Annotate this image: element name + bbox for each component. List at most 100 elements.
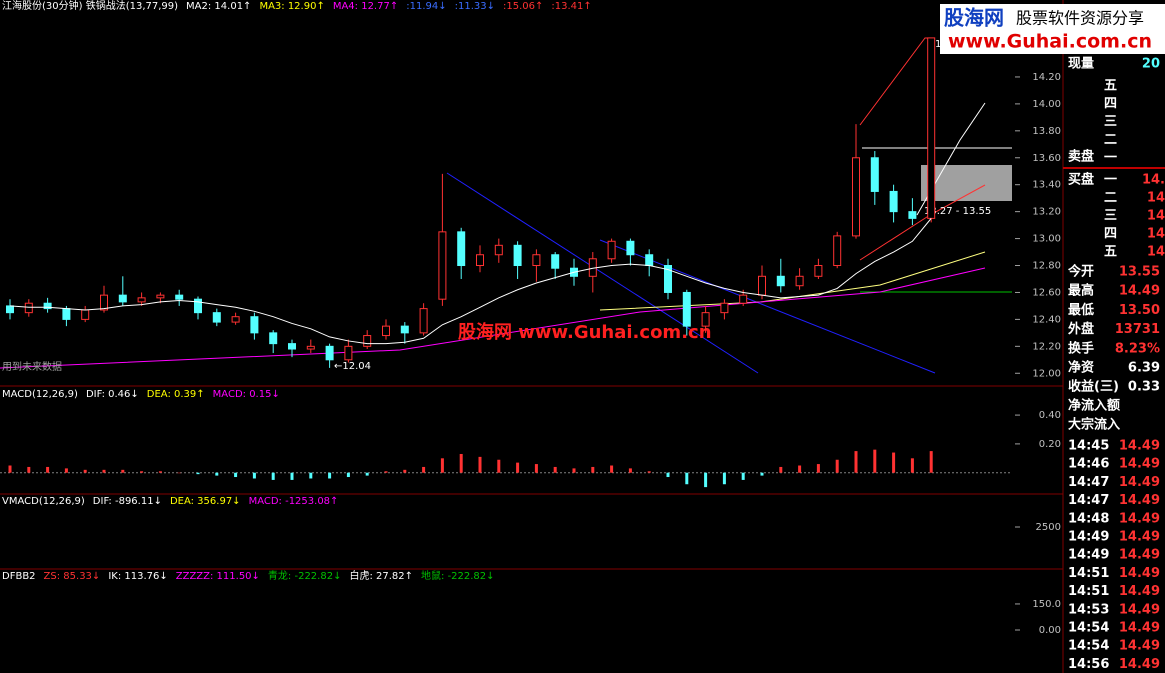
trade-price: 14.49	[1119, 548, 1160, 563]
candle-body	[363, 335, 372, 347]
candle-body	[645, 254, 654, 267]
indicator-value: ZZZZZ: 111.50↓	[176, 571, 260, 582]
candle-body	[908, 211, 917, 219]
watermark: 股海网 www.Guhai.com.cn	[457, 321, 712, 343]
candle-body	[532, 254, 541, 267]
stat-label: 换手	[1068, 340, 1094, 356]
trade-price: 14.49	[1119, 566, 1160, 581]
trade-price: 14.49	[1119, 657, 1160, 672]
y-tick-label: 0.40	[1039, 410, 1061, 421]
stat-label: 净资	[1068, 360, 1094, 376]
candle-body	[175, 294, 184, 300]
logo-slogan: 股票软件资源分享	[1016, 9, 1144, 28]
macd-bar	[760, 472, 764, 476]
trade-price: 14.49	[1119, 639, 1160, 654]
macd-bar	[553, 466, 557, 473]
trade-time: 14:48	[1068, 511, 1109, 526]
stat-label: 今开	[1067, 264, 1094, 280]
candle-body	[419, 308, 428, 334]
macd-bar	[215, 472, 219, 476]
candle-body	[24, 302, 33, 314]
candle-body	[457, 231, 466, 267]
candle-body	[118, 294, 127, 303]
macd-bar	[46, 466, 50, 473]
candle-body	[795, 275, 804, 287]
macd-bar	[102, 469, 106, 473]
macd-bar	[835, 459, 839, 473]
candle-body	[513, 244, 522, 267]
candle-body	[758, 275, 766, 296]
y-tick-label: 14.20	[1032, 72, 1061, 83]
candle-body	[833, 235, 842, 267]
indicator-value: MACD: -1253.08↑	[249, 496, 339, 507]
macd-bar	[252, 472, 256, 479]
logo-url: www.Guhai.com.cn	[948, 31, 1152, 53]
price-note: 13.27 - 13.55	[924, 206, 991, 217]
trade-time: 14:49	[1068, 530, 1109, 545]
ask-level: 四	[1104, 97, 1117, 112]
indicator-title: 江海股份(30分钟) 铁锅战法(13,77,99)	[2, 0, 178, 12]
indicator-title: DFBB2	[2, 571, 36, 582]
y-tick-label: 12.80	[1032, 261, 1061, 272]
macd-bar	[497, 459, 501, 473]
macd-bar	[234, 472, 238, 478]
y-tick-label: 13.80	[1032, 126, 1061, 137]
note: 用到未来数据	[2, 360, 62, 373]
macd-bar	[873, 449, 877, 473]
macd-bar	[403, 469, 407, 473]
macd-bar	[422, 466, 426, 473]
macd-bar	[892, 452, 896, 473]
macd-bar	[722, 472, 726, 485]
trade-price: 14.49	[1119, 457, 1160, 472]
y-tick-label: 150.0	[1032, 599, 1061, 610]
y-tick-label: 12.60	[1032, 287, 1061, 298]
y-tick-label: 13.40	[1032, 180, 1061, 191]
indicator-value: DIF: 0.46↓	[86, 389, 139, 400]
indicator-value: 青龙: -222.82↓	[268, 569, 342, 582]
bid-level: 五	[1104, 245, 1117, 260]
candle-body	[551, 254, 560, 269]
stat-label: 收益(三)	[1068, 379, 1119, 395]
candle-body	[62, 308, 71, 320]
trade-time: 14:47	[1068, 475, 1109, 490]
macd-bar	[83, 469, 87, 473]
macd-bar	[929, 451, 933, 473]
indicator-value: MA4: 12.77↑	[333, 1, 398, 12]
trade-price: 14.49	[1119, 602, 1160, 617]
candle-body	[288, 343, 296, 350]
indicator-title: MACD(12,26,9)	[2, 389, 78, 400]
candle-body	[306, 345, 315, 350]
indicator-value: :11.33↓	[455, 1, 495, 12]
indicator-value: MA2: 14.01↑	[186, 1, 251, 12]
candle-body	[212, 312, 221, 323]
candle-body	[927, 37, 936, 219]
macd-bar	[854, 451, 858, 473]
macd-bar	[440, 458, 444, 473]
trade-price: 14.49	[1119, 493, 1160, 508]
candle-body	[720, 302, 729, 314]
candle-body	[344, 345, 353, 361]
trade-price: 14.49	[1119, 475, 1160, 490]
candle-body	[870, 157, 879, 192]
macd-bar	[704, 472, 708, 488]
stat-value: 14.49	[1119, 284, 1160, 299]
candle-body	[701, 312, 710, 327]
macd-bar	[798, 465, 802, 473]
stat-value: 8.23%	[1115, 341, 1160, 356]
trade-time: 14:53	[1068, 602, 1109, 617]
stat-value: 6.39	[1128, 361, 1160, 376]
ma-line	[9, 218, 932, 345]
macd-bar	[610, 465, 614, 473]
macd-bar	[666, 472, 670, 478]
stat-label: 外盘	[1067, 321, 1094, 337]
indicator-value: :13.41↑	[551, 1, 591, 12]
trade-price: 14.49	[1119, 439, 1160, 454]
candle-body	[400, 325, 409, 334]
indicator-value: :15.06↑	[503, 1, 543, 12]
candle-body	[100, 294, 108, 311]
candle-body	[494, 244, 503, 256]
macd-bar	[628, 468, 632, 473]
macd-bar	[647, 471, 651, 473]
macd-bar	[196, 472, 200, 475]
candle-body	[81, 309, 90, 320]
